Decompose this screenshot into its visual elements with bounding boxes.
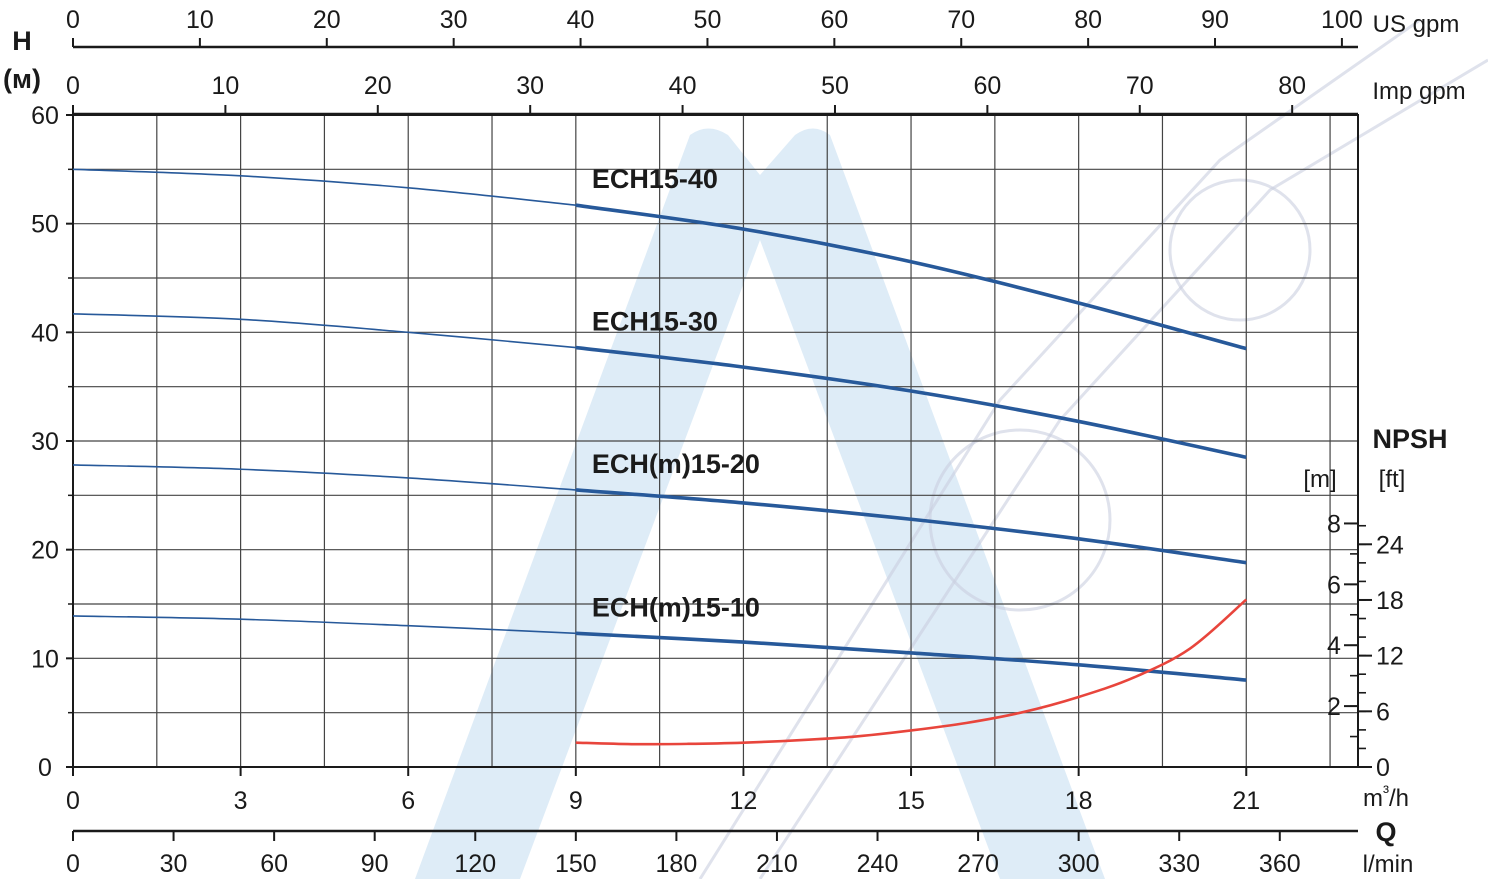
watermark-arc: [758, 58, 1488, 879]
npsh-ft-tick-label: 0: [1376, 754, 1390, 782]
impgpm-tick-label: 20: [364, 72, 392, 100]
curve-label: ECH15-40: [592, 164, 718, 194]
npsh-ft-tick-label: 18: [1376, 587, 1404, 615]
impgpm-tick-label: 50: [821, 72, 849, 100]
lmin-tick-label: 150: [555, 850, 597, 878]
y-tick-label: 60: [31, 102, 59, 130]
x-tick-label-m3h: 3: [234, 787, 248, 815]
npsh-curve: [575, 598, 1248, 746]
impgpm-tick-label: 10: [211, 72, 239, 100]
usgpm-tick-label: 50: [694, 6, 722, 34]
npsh-m-tick-label: 2: [1327, 693, 1341, 721]
head-curve-ECH15-40: [575, 203, 1247, 351]
impgpm-tick-label: 30: [516, 72, 544, 100]
impgpm-tick-label: 0: [66, 72, 80, 100]
y-tick-label: 50: [31, 211, 59, 239]
npsh-ft-tick-label: 12: [1376, 643, 1404, 671]
grid: [72, 114, 1359, 768]
watermark-arc: [698, 18, 1421, 879]
lmin-tick-label: 180: [656, 850, 698, 878]
usgpm-tick-label: 0: [66, 6, 80, 34]
y-tick-label: 10: [31, 645, 59, 673]
head-curve-ECH15-30: [575, 345, 1247, 460]
npsh-ft-tick-label: 6: [1376, 698, 1390, 726]
usgpm-tick-label: 40: [567, 6, 595, 34]
x-tick-label-m3h: 18: [1065, 787, 1093, 815]
y-tick-label: 30: [31, 428, 59, 456]
lmin-tick-label: 120: [454, 850, 496, 878]
curve-label: ECH(m)15-20: [592, 449, 760, 479]
npsh-title: NPSH: [1372, 424, 1447, 454]
impgpm-tick-label: 60: [973, 72, 1001, 100]
lmin-tick-label: 300: [1058, 850, 1100, 878]
impgpm-unit: Imp gpm: [1372, 78, 1465, 105]
x-tick-label-m3h: 9: [569, 787, 583, 815]
y-axis-unit: (м): [3, 64, 41, 94]
head-curve-thin-ECH(m)15-20: [72, 464, 576, 491]
lmin-tick-label: 90: [361, 850, 389, 878]
curves: [72, 168, 1248, 746]
y-tick-label: 20: [31, 537, 59, 565]
y-tick-label: 0: [38, 754, 52, 782]
usgpm-tick-label: 30: [440, 6, 468, 34]
npsh-m-tick-label: 8: [1327, 510, 1341, 538]
curve-label: ECH(m)15-10: [592, 592, 760, 622]
curve-label: ECH15-30: [592, 307, 718, 337]
usgpm-tick-label: 10: [186, 6, 214, 34]
lmin-tick-label: 240: [857, 850, 899, 878]
lmin-tick-label: 270: [957, 850, 999, 878]
lmin-tick-label: 360: [1259, 850, 1301, 878]
labels: ECH15-40 ECH15-30 ECH(m)15-20 ECH(m)15-10: [592, 164, 760, 622]
x-tick-label-m3h: 21: [1232, 787, 1260, 815]
watermark-ring: [1168, 178, 1312, 322]
x-tick-label-m3h: 6: [401, 787, 415, 815]
watermark-a-shape: [415, 128, 1105, 879]
watermark-logo: [415, 18, 1488, 879]
head-curve-ECH(m)15-10: [575, 631, 1247, 682]
npsh-unit-ft: [ft]: [1379, 466, 1406, 493]
x-tick-label-m3h: 12: [730, 787, 758, 815]
usgpm-tick-label: 90: [1201, 6, 1229, 34]
lmin-tick-label: 210: [756, 850, 798, 878]
npsh-ft-tick-label: 24: [1376, 531, 1404, 559]
lmin-tick-label: 60: [260, 850, 288, 878]
x-unit-m3h: m³/h: [1363, 782, 1409, 812]
y-axis-symbol: H: [12, 26, 32, 56]
y-tick-label: 40: [31, 319, 59, 347]
lmin-tick-label: 30: [160, 850, 188, 878]
npsh-m-tick-label: 4: [1327, 632, 1341, 660]
lmin-tick-label: 330: [1158, 850, 1200, 878]
usgpm-tick-label: 100: [1321, 6, 1363, 34]
impgpm-tick-label: 70: [1126, 72, 1154, 100]
usgpm-tick-label: 70: [947, 6, 975, 34]
lmin-unit: l/min: [1363, 851, 1414, 878]
impgpm-tick-label: 80: [1278, 72, 1306, 100]
npsh-m-tick-label: 6: [1327, 571, 1341, 599]
head-curve-thin-ECH(m)15-10: [72, 615, 576, 635]
impgpm-tick-label: 40: [669, 72, 697, 100]
flow-symbol: Q: [1375, 817, 1396, 847]
usgpm-tick-label: 60: [820, 6, 848, 34]
x-tick-label-m3h: 0: [66, 787, 80, 815]
usgpm-tick-label: 80: [1074, 6, 1102, 34]
usgpm-unit: US gpm: [1373, 11, 1460, 38]
lmin-tick-label: 0: [66, 850, 80, 878]
head-curve-thin-ECH15-30: [72, 313, 576, 349]
head-curve-ECH(m)15-20: [575, 488, 1247, 565]
x-tick-label-m3h: 15: [897, 787, 925, 815]
npsh-unit-m: [m]: [1303, 466, 1336, 493]
usgpm-tick-label: 20: [313, 6, 341, 34]
head-curve-thin-ECH15-40: [72, 168, 576, 206]
